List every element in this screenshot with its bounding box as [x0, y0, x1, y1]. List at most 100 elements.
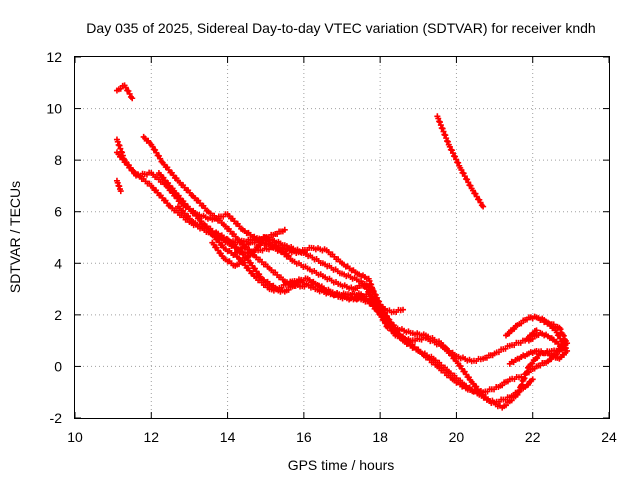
data-points: [113, 82, 571, 411]
data-points-run: [299, 279, 317, 291]
series-track-h: [209, 239, 536, 406]
data-points-run: [115, 151, 134, 171]
data-point: [480, 203, 487, 210]
data-points-run: [142, 135, 153, 147]
data-points-run: [546, 321, 561, 330]
data-points-run: [509, 337, 526, 349]
data-points-run: [462, 382, 481, 397]
data-points-run: [272, 228, 286, 238]
data-points-run: [325, 249, 344, 265]
x-tick-label: 22: [525, 429, 541, 445]
series-track-a: [113, 82, 136, 102]
series-track-n: [525, 329, 567, 352]
data-points-run: [222, 223, 241, 243]
series-track-b: [113, 177, 124, 195]
data-points-run: [340, 261, 359, 276]
data-points-run: [210, 241, 226, 260]
data-points-run: [535, 359, 550, 369]
data-points-run: [482, 352, 496, 361]
data-points-run: [454, 360, 474, 384]
data-points-run: [337, 294, 355, 303]
y-tick-label: -2: [50, 410, 63, 426]
data-points-run: [470, 380, 489, 401]
data-points-run: [523, 365, 538, 376]
data-points-run: [306, 266, 324, 278]
chart-title: Day 035 of 2025, Sidereal Day-to-day VTE…: [86, 20, 595, 36]
data-points-run: [276, 246, 294, 263]
data-points-run: [234, 257, 248, 268]
data-points-run: [172, 189, 191, 210]
data-points-run: [264, 238, 282, 250]
data-points-run: [207, 210, 225, 226]
data-points-run: [401, 338, 420, 353]
data-points-run: [435, 115, 451, 145]
data-points-run: [527, 331, 542, 343]
data-points-run: [482, 383, 500, 395]
data-points-run: [527, 313, 538, 322]
data-points-run: [337, 281, 355, 292]
plot-frame: [74, 56, 610, 419]
data-points-run: [527, 351, 542, 368]
data-points-run: [378, 308, 397, 329]
data-points-run: [207, 228, 226, 249]
data-points-run: [188, 207, 206, 227]
y-tick-label: 6: [54, 204, 62, 220]
data-points-run: [378, 313, 398, 337]
data-points-run: [291, 258, 309, 271]
y-tick-label: 12: [46, 49, 62, 65]
data-point: [400, 306, 407, 313]
data-points-run: [470, 355, 484, 365]
data-points-run: [169, 205, 191, 223]
data-points-run: [527, 348, 538, 357]
data-points-run: [390, 306, 404, 316]
series-track-m: [522, 316, 571, 378]
data-points-run: [122, 84, 134, 100]
data-points-run: [115, 82, 126, 93]
data-points-run: [432, 357, 450, 373]
data-points-run: [409, 330, 427, 339]
y-tick-label: 4: [54, 255, 62, 271]
data-points-run: [322, 274, 340, 286]
data-points-run: [253, 254, 271, 270]
x-tick-label: 18: [372, 429, 388, 445]
x-tick-label: 14: [220, 429, 236, 445]
data-points-run: [523, 377, 535, 389]
data-points-run: [192, 220, 210, 232]
x-tick-label: 16: [296, 429, 312, 445]
data-points-run: [458, 166, 474, 189]
data-points-run: [417, 349, 435, 361]
data-points-run: [131, 169, 153, 187]
y-tick-label: 10: [46, 101, 62, 117]
data-points-run: [260, 277, 279, 291]
data-points-run: [493, 343, 511, 356]
data-point: [537, 317, 544, 324]
data-points-run: [310, 245, 328, 254]
data-point: [129, 95, 136, 102]
data-points-run: [352, 282, 366, 292]
data-points-run: [245, 242, 264, 260]
y-tick-label: 8: [54, 152, 62, 168]
data-points-run: [245, 257, 264, 280]
data-points-run: [501, 393, 519, 410]
data-points-run: [149, 143, 165, 165]
grid: [75, 57, 609, 418]
data-points-run: [486, 398, 504, 410]
data-points-run: [157, 171, 176, 192]
data-points-run: [394, 325, 412, 336]
data-point: [529, 376, 536, 383]
series-track-k: [434, 113, 487, 210]
y-tick-label: 0: [54, 358, 62, 374]
data-points-run: [226, 213, 245, 232]
data-points-run: [508, 356, 519, 366]
series-track-i: [213, 229, 540, 365]
x-tick-label: 20: [449, 429, 465, 445]
data-points-run: [469, 187, 485, 209]
x-axis-label: GPS time / hours: [288, 457, 395, 473]
data-points-run: [114, 179, 124, 193]
data-points-run: [161, 161, 180, 182]
data-points-run: [366, 277, 383, 311]
data-points-run: [191, 194, 210, 214]
data-point: [506, 360, 513, 367]
data-points-run: [176, 179, 195, 199]
